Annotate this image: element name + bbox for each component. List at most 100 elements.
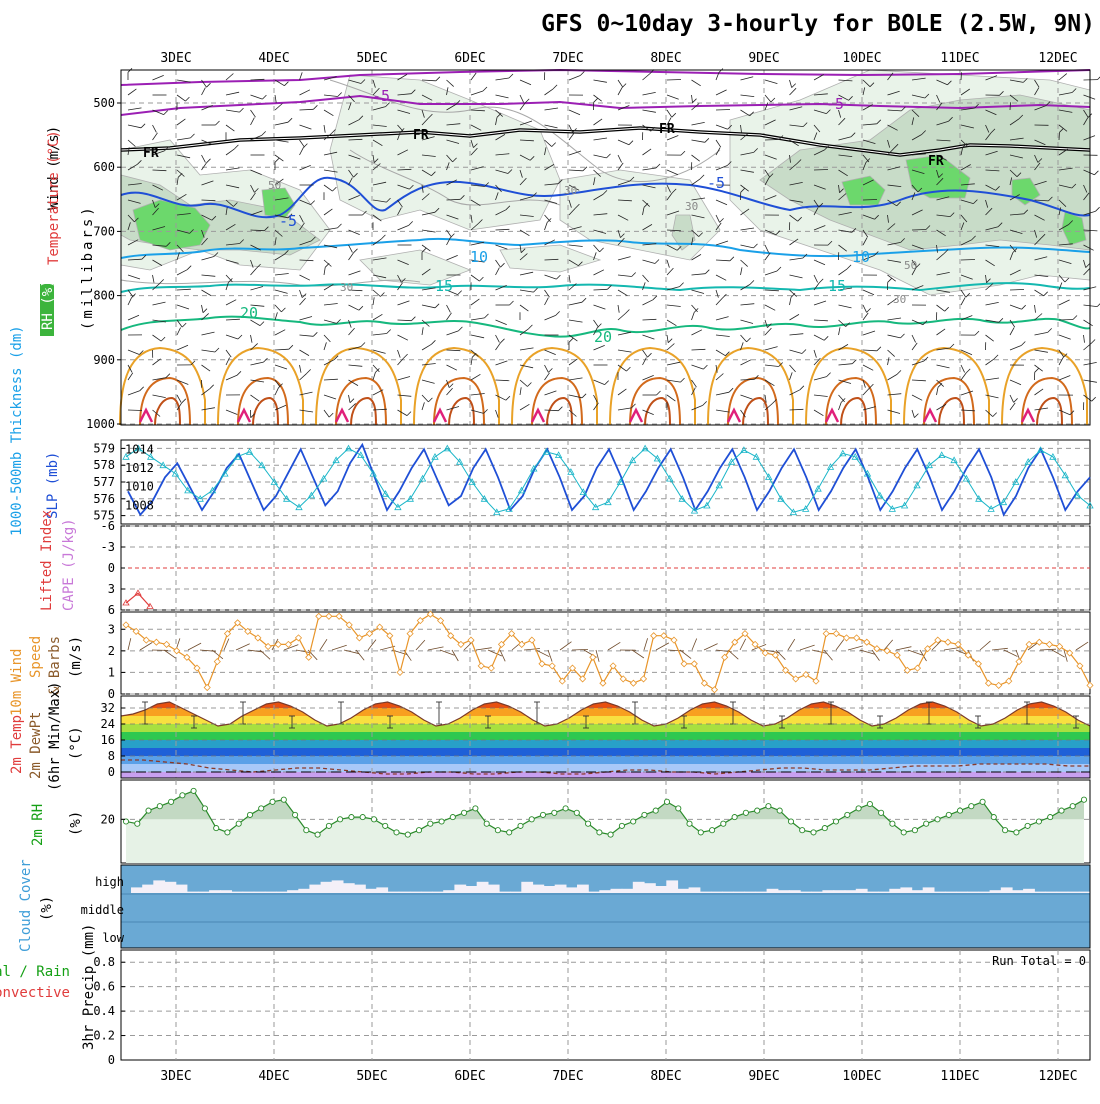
- cloud-unit-label: (%): [39, 896, 55, 921]
- cloud-gap: [756, 892, 768, 893]
- wind-speed-point: [285, 641, 291, 647]
- axis-tick-label: 1014: [125, 442, 154, 456]
- rh-point: [1048, 815, 1053, 820]
- wind-speed-point: [1046, 641, 1052, 647]
- rh-point: [1003, 828, 1008, 833]
- cloud-gap: [231, 892, 243, 893]
- rh-point: [653, 808, 658, 813]
- rh-point: [293, 812, 298, 817]
- date-label: 4DEC: [258, 1069, 289, 1084]
- date-label: 11DEC: [940, 1069, 979, 1084]
- thickness-axis-label: 1000-500mb Thickness (dm): [9, 325, 25, 536]
- wind-speed-point: [651, 633, 657, 639]
- cloud-gap: [410, 892, 422, 893]
- rh-point: [236, 821, 241, 826]
- date-label: 12DEC: [1038, 1069, 1077, 1084]
- date-label: 7DEC: [552, 1069, 583, 1084]
- rh-point: [394, 830, 399, 835]
- rh-point: [416, 828, 421, 833]
- rh-point: [924, 821, 929, 826]
- date-label: 8DEC: [650, 1069, 681, 1084]
- wind-speed-series: [126, 614, 1090, 690]
- contour-label: FR: [659, 122, 675, 137]
- axis-tick-label: 576: [93, 492, 115, 506]
- axis-tick-label: -6: [101, 519, 115, 533]
- wind-speed-point: [488, 665, 494, 671]
- wind-speed-point: [316, 613, 322, 619]
- rh-point: [383, 823, 388, 828]
- cloud-gap: [176, 885, 188, 893]
- cape-axis-label: CAPE (J/kg): [61, 518, 77, 611]
- cloud-panel: high middle low: [81, 865, 1091, 948]
- axis-tick-label: 6: [108, 603, 115, 617]
- wind-speed-point: [204, 685, 210, 691]
- rh-point: [777, 808, 782, 813]
- cloud-gap: [532, 885, 544, 893]
- cloud-gap: [555, 885, 567, 893]
- cloud-gap: [343, 883, 355, 893]
- cloud-gap: [521, 882, 533, 893]
- rh-point: [811, 830, 816, 835]
- rh-point: [664, 799, 669, 804]
- cloud-gap: [142, 885, 154, 893]
- rh-point: [788, 819, 793, 824]
- rh-point: [676, 806, 681, 811]
- dewpt-label: 2m DewPt: [28, 712, 44, 779]
- wind-speed-point: [671, 637, 677, 643]
- cloud-gap: [655, 886, 667, 893]
- cloud-gap: [354, 885, 366, 893]
- contour-label: FR: [413, 128, 429, 143]
- wind-speed-point: [630, 680, 636, 686]
- rh-point: [800, 828, 805, 833]
- rh-point: [743, 810, 748, 815]
- minmax-label: (6hr Min/Max): [47, 681, 63, 791]
- cloud-gap: [1001, 887, 1013, 893]
- axis-tick-label: 16: [101, 733, 115, 747]
- axis-tick-label: 20: [101, 812, 115, 826]
- cloud-gap: [1057, 892, 1069, 893]
- wind-speed-point: [1016, 659, 1022, 665]
- millibars-axis-label: (millibars): [80, 204, 96, 330]
- axis-tick-label: 500: [93, 96, 115, 110]
- cloud-gap: [131, 887, 143, 893]
- rh-point: [597, 830, 602, 835]
- wind-speed-point: [641, 676, 647, 682]
- slp-axis-label: SLP (mb): [45, 452, 61, 519]
- contour-label: 20: [594, 328, 612, 346]
- cloud-level-low: low: [102, 931, 124, 945]
- cloud-gap: [421, 892, 433, 893]
- wind-speed-point: [915, 665, 921, 671]
- rh-point: [552, 810, 557, 815]
- cloud-gap: [588, 892, 600, 893]
- wind10-speed-label: Speed: [28, 636, 44, 678]
- cloud-gap: [153, 880, 165, 893]
- wind10-unit-label: (m/s): [68, 636, 84, 678]
- rh-point: [450, 815, 455, 820]
- wind-speed-point: [1006, 678, 1012, 684]
- cloud-gap: [1079, 892, 1091, 893]
- cloud-gap: [990, 890, 1002, 893]
- date-label: 5DEC: [356, 51, 387, 66]
- cloud-gap: [577, 885, 589, 893]
- rh-point: [225, 830, 230, 835]
- axis-tick-label: 700: [93, 224, 115, 238]
- cloud-gap: [566, 887, 578, 893]
- rh-point: [710, 828, 715, 833]
- contour-label: -5: [707, 174, 725, 192]
- cloud-gap: [187, 892, 199, 893]
- temperature-axis-label: Temperature (°C): [46, 130, 62, 265]
- date-label: 5DEC: [356, 1069, 387, 1084]
- wind-speed-point: [296, 635, 302, 641]
- cloud-gap: [499, 892, 511, 893]
- cloud-gap: [276, 892, 288, 893]
- date-label: 11DEC: [940, 51, 979, 66]
- cloud-gap: [488, 885, 500, 893]
- axis-tick-label: 0: [108, 561, 115, 575]
- wind-speed-point: [691, 661, 697, 667]
- contour-label: 20: [240, 304, 258, 322]
- wind-speed-point: [864, 639, 870, 645]
- rh-point: [867, 801, 872, 806]
